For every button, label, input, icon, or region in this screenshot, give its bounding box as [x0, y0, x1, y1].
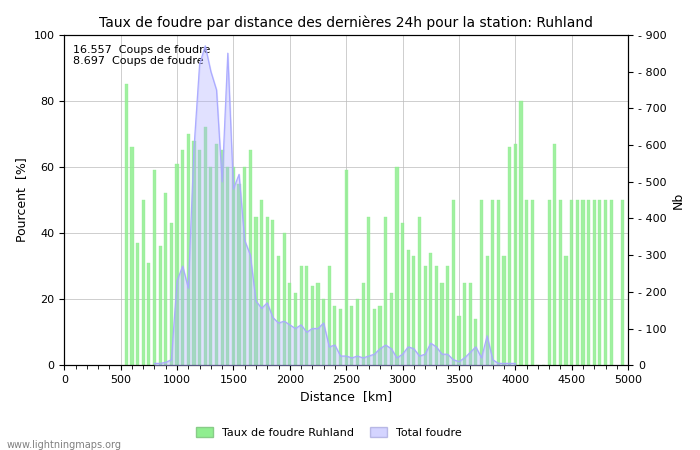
Bar — [564, 256, 568, 365]
Bar — [390, 292, 393, 365]
Bar — [260, 200, 263, 365]
Bar — [125, 85, 128, 365]
Bar — [368, 216, 370, 365]
Bar — [237, 184, 241, 365]
Bar — [333, 306, 337, 365]
Bar — [610, 200, 612, 365]
Bar — [429, 253, 433, 365]
Y-axis label: Nb: Nb — [672, 191, 685, 209]
Bar — [248, 150, 252, 365]
Bar — [435, 266, 438, 365]
Bar — [463, 283, 466, 365]
Bar — [373, 309, 376, 365]
Bar — [361, 283, 365, 365]
Bar — [158, 246, 162, 365]
Bar — [322, 299, 326, 365]
Bar — [531, 200, 534, 365]
Bar — [519, 101, 523, 365]
Bar — [136, 243, 139, 365]
Bar — [401, 223, 404, 365]
Bar — [587, 200, 590, 365]
Bar — [300, 266, 302, 365]
Bar — [350, 306, 354, 365]
Text: 16.557  Coups de foudre
8.697  Coups de foudre: 16.557 Coups de foudre 8.697 Coups de fo… — [73, 45, 210, 66]
Bar — [486, 256, 489, 365]
Bar — [153, 170, 156, 365]
Bar — [226, 167, 230, 365]
Bar — [475, 319, 477, 365]
Bar — [356, 299, 359, 365]
Bar — [480, 200, 483, 365]
Bar — [491, 200, 494, 365]
Bar — [181, 150, 184, 365]
Bar — [559, 200, 562, 365]
Bar — [621, 200, 624, 365]
Bar — [254, 216, 258, 365]
Bar — [593, 200, 596, 365]
Bar — [272, 220, 274, 365]
Bar — [497, 200, 500, 365]
Bar — [379, 306, 382, 365]
Text: www.lightningmaps.org: www.lightningmaps.org — [7, 440, 122, 450]
Title: Taux de foudre par distance des dernières 24h pour la station: Ruhland: Taux de foudre par distance des dernière… — [99, 15, 593, 30]
X-axis label: Distance  [km]: Distance [km] — [300, 391, 392, 404]
Bar — [339, 309, 342, 365]
Bar — [316, 283, 320, 365]
Bar — [130, 147, 134, 365]
Bar — [198, 150, 201, 365]
Bar — [468, 283, 472, 365]
Bar — [209, 167, 212, 365]
Bar — [266, 216, 269, 365]
Bar — [187, 134, 190, 365]
Bar — [147, 263, 150, 365]
Bar — [576, 200, 579, 365]
Bar — [604, 200, 607, 365]
Bar — [440, 283, 444, 365]
Bar — [283, 233, 286, 365]
Bar — [424, 266, 427, 365]
Bar — [384, 216, 387, 365]
Bar — [525, 200, 528, 365]
Bar — [176, 164, 178, 365]
Bar — [294, 292, 297, 365]
Bar — [328, 266, 331, 365]
Bar — [582, 200, 584, 365]
Bar — [452, 200, 455, 365]
Bar — [514, 144, 517, 365]
Bar — [457, 315, 461, 365]
Bar — [547, 200, 551, 365]
Bar — [305, 266, 308, 365]
Bar — [570, 200, 573, 365]
Bar — [141, 200, 145, 365]
Bar — [220, 150, 224, 365]
Bar — [446, 266, 449, 365]
Bar — [418, 216, 421, 365]
Bar — [204, 127, 206, 365]
Bar — [503, 256, 505, 365]
Bar — [412, 256, 415, 365]
Bar — [170, 223, 173, 365]
Bar — [288, 283, 291, 365]
Bar — [243, 167, 246, 365]
Bar — [232, 167, 235, 365]
Bar — [598, 200, 601, 365]
Bar — [407, 250, 410, 365]
Bar — [215, 144, 218, 365]
Bar — [311, 286, 314, 365]
Bar — [164, 194, 167, 365]
Bar — [277, 256, 280, 365]
Bar — [395, 167, 398, 365]
Bar — [553, 144, 556, 365]
Bar — [508, 147, 511, 365]
Bar — [344, 170, 348, 365]
Bar — [193, 140, 195, 365]
Y-axis label: Pourcent  [%]: Pourcent [%] — [15, 158, 28, 243]
Legend: Taux de foudre Ruhland, Total foudre: Taux de foudre Ruhland, Total foudre — [192, 423, 466, 442]
